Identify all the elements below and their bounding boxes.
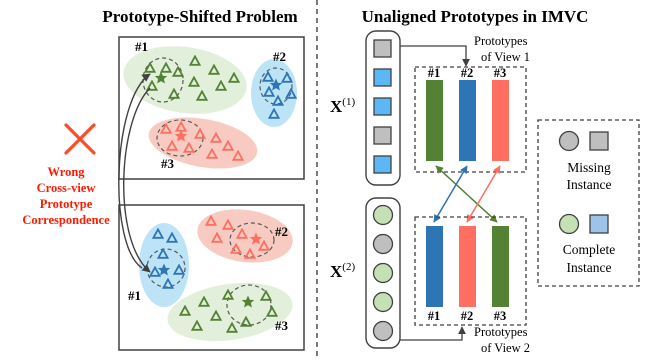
bottom-label-1: #1 [128, 288, 141, 303]
view1-var-sup: (1) [342, 96, 355, 108]
view1-complete-instance [373, 155, 392, 174]
legend-missing-circle [558, 130, 580, 152]
view2-var-base: X [330, 262, 343, 281]
view2-connector [400, 326, 466, 341]
top-label-3: #3 [161, 156, 175, 171]
view1-missing-instance [373, 126, 392, 145]
view1-bar-label-2: #2 [461, 66, 474, 80]
view2-bar-label-2: #2 [461, 309, 474, 323]
view1-prototypes: #1 #2 #3 [414, 66, 527, 173]
wrong-correspondence-label: Wrong Cross-view Prototype Correspondenc… [22, 165, 110, 227]
view2-caption: Prototypes of View 2 [474, 325, 530, 355]
view1-caption-line-1: Prototypes [474, 34, 528, 48]
legend-complete-line-2: Instance [567, 260, 612, 275]
bottom-label-3: #3 [275, 318, 289, 333]
view2-prototype-bar-2 [459, 226, 476, 307]
green-correspondence-arrow [435, 165, 498, 223]
legend-complete-square [589, 214, 609, 234]
view1-complete-instance [373, 97, 392, 116]
cluster-2-boundary [259, 67, 293, 105]
left-title: Prototype-Shifted Problem [102, 7, 297, 26]
legend-complete-line-1: Complete [563, 242, 616, 257]
view1-instance-column [365, 30, 401, 186]
view1-prototype-bar-2 [459, 80, 476, 161]
view1-connector [400, 45, 470, 67]
view2-instance-column [365, 197, 401, 349]
view2-missing-instance [372, 320, 394, 342]
view2-caption-line-2: of View 2 [481, 341, 530, 355]
b-cluster-3-boundary [226, 284, 272, 326]
view2-prototype-bar-3 [492, 226, 509, 307]
view2-bar-label-1: #1 [428, 309, 441, 323]
cross-view-arrows [433, 165, 501, 223]
cluster-1-blob [123, 46, 247, 114]
view2-prototype-bar-1 [426, 226, 443, 307]
legend-missing-line-1: Missing [567, 160, 611, 175]
view1-var-base: X [330, 97, 343, 116]
view1-prototype-bar-3 [492, 80, 509, 161]
cross-icon [64, 123, 96, 155]
view1-bar-label-3: #3 [494, 66, 507, 80]
view2-missing-instance [372, 233, 394, 255]
view1-prototype-bar-1 [426, 80, 443, 161]
view1-variable: X(1) [330, 96, 355, 116]
b-cluster-3-blob [167, 282, 293, 342]
view2-caption-line-1: Prototypes [474, 325, 528, 339]
legend: Missing Instance Complete Instance [537, 119, 640, 287]
bottom-label-2: #2 [275, 224, 288, 239]
view2-complete-instance [372, 204, 394, 226]
view2-complete-instance [372, 291, 394, 313]
view2-bar-label-3: #3 [494, 309, 507, 323]
view2-prototypes: #1 #2 #3 [414, 216, 527, 326]
view1-caption-line-2: of View 1 [481, 50, 530, 64]
view2-var-sup: (2) [342, 261, 355, 273]
wrong-label-line-4: Correspondence [22, 213, 110, 227]
blue-correspondence-arrow [433, 165, 468, 223]
view1-caption: Prototypes of View 1 [474, 34, 530, 64]
legend-missing-line-2: Instance [567, 177, 612, 192]
view1-missing-instance [373, 39, 392, 58]
wrong-label-line-3: Prototype [40, 197, 93, 211]
wrong-arrow-up [118, 73, 151, 269]
view2-variable: X(2) [330, 261, 355, 281]
view1-complete-instance [373, 68, 392, 87]
top-label-1: #1 [135, 39, 148, 54]
red-correspondence-arrow [466, 165, 501, 223]
legend-missing-square [589, 131, 609, 151]
view2-complete-instance [372, 262, 394, 284]
right-title: Unaligned Prototypes in IMVC [362, 7, 589, 26]
view1-bar-label-1: #1 [428, 66, 441, 80]
wrong-label-line-1: Wrong [47, 165, 85, 179]
bottom-scatter-panel: #2 #1 #3 [118, 204, 305, 351]
top-label-2: #2 [273, 49, 286, 64]
top-scatter-panel: #1 #2 #3 [118, 36, 305, 180]
wrong-label-line-2: Cross-view [37, 181, 96, 195]
wrong-arrow-down [123, 87, 151, 273]
legend-complete-circle [558, 213, 580, 235]
